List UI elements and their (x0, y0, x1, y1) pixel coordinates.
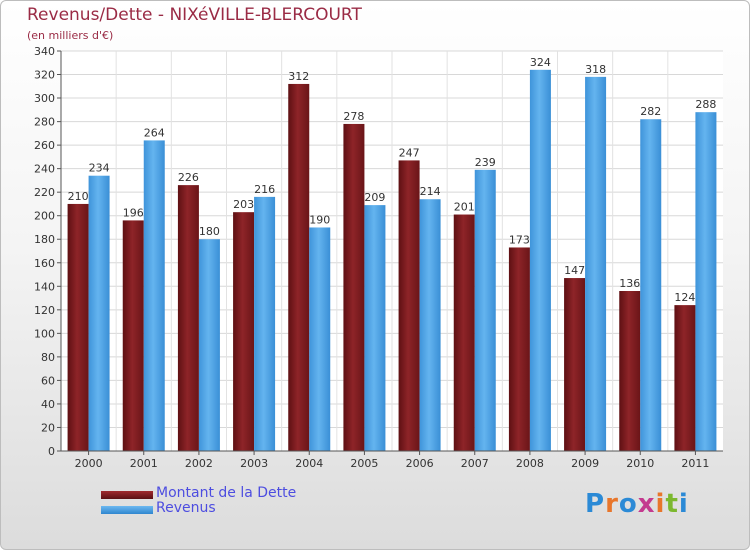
bar-debt-2011 (674, 305, 696, 451)
x-tick-label: 2008 (516, 457, 544, 470)
data-label-debt-2000: 210 (68, 190, 89, 203)
data-label-revenue-2006: 214 (420, 185, 441, 198)
y-tick-label: 40 (41, 398, 55, 411)
bar-revenue-2009 (585, 76, 607, 451)
x-tick-label: 2003 (240, 457, 268, 470)
logo-letter: x (637, 489, 656, 519)
data-label-revenue-2008: 324 (530, 56, 551, 69)
bar-revenue-2007 (474, 169, 496, 451)
logo-letter: i (655, 489, 666, 519)
y-tick-label: 160 (34, 257, 55, 270)
data-label-revenue-2001: 264 (144, 126, 165, 139)
data-label-debt-2008: 173 (509, 233, 530, 246)
y-tick-label: 240 (34, 163, 55, 176)
data-label-revenue-2009: 318 (585, 63, 606, 76)
bar-debt-2000 (67, 203, 89, 451)
y-tick-label: 100 (34, 327, 55, 340)
y-tick-label: 320 (34, 69, 55, 82)
data-label-debt-2004: 312 (288, 70, 309, 83)
bar-debt-2008 (508, 247, 530, 451)
bar-debt-2004 (288, 83, 310, 452)
bar-debt-2010 (619, 291, 641, 451)
y-tick-label: 200 (34, 210, 55, 223)
legend-label-debt: Montant de la Dette (156, 485, 297, 501)
bar-debt-2007 (453, 214, 475, 451)
chart-title: Revenus/Dette - NIXéVILLE-BLERCOURT (27, 5, 362, 25)
bar-revenue-2001 (143, 140, 165, 452)
data-label-debt-2010: 136 (619, 277, 640, 290)
y-tick-label: 260 (34, 139, 55, 152)
bar-revenue-2003 (254, 196, 276, 451)
data-label-debt-2006: 247 (399, 146, 420, 159)
y-tick-label: 0 (48, 445, 55, 458)
bar-debt-2009 (564, 278, 586, 451)
x-tick-label: 2004 (295, 457, 323, 470)
y-tick-label: 180 (34, 233, 55, 246)
logo-letter: o (618, 489, 638, 519)
data-label-debt-2002: 226 (178, 171, 199, 184)
x-tick-label: 2002 (185, 457, 213, 470)
x-tick-label: 2001 (130, 457, 158, 470)
bar-revenue-2004 (309, 227, 331, 451)
y-tick-label: 340 (34, 45, 55, 58)
data-label-revenue-2011: 288 (695, 98, 716, 111)
data-label-revenue-2007: 239 (475, 156, 496, 169)
y-tick-label: 220 (34, 186, 55, 199)
y-tick-label: 280 (34, 116, 55, 129)
bar-revenue-2005 (364, 205, 386, 451)
x-tick-label: 2010 (626, 457, 654, 470)
x-tick-label: 2000 (75, 457, 103, 470)
bar-revenue-2002 (198, 239, 220, 451)
bar-revenue-2006 (419, 199, 441, 451)
logo-letter: r (605, 489, 619, 519)
y-tick-label: 20 (41, 421, 55, 434)
data-label-revenue-2002: 180 (199, 225, 220, 238)
y-tick-label: 300 (34, 92, 55, 105)
legend-label-revenue: Revenus (156, 500, 216, 516)
y-tick-label: 60 (41, 374, 55, 387)
x-tick-label: 2009 (571, 457, 599, 470)
x-tick-label: 2011 (681, 457, 709, 470)
data-label-debt-2007: 201 (454, 201, 475, 214)
bar-debt-2005 (343, 123, 365, 452)
data-label-revenue-2000: 234 (89, 162, 110, 175)
bar-debt-2003 (233, 212, 255, 451)
y-tick-label: 140 (34, 280, 55, 293)
bar-debt-2002 (177, 185, 199, 451)
bar-revenue-2000 (88, 175, 110, 452)
bar-revenue-2008 (529, 69, 551, 451)
data-label-revenue-2003: 216 (254, 183, 275, 196)
y-tick-label: 80 (41, 351, 55, 364)
logo-letter: t (665, 489, 679, 519)
legend-swatch-debt (101, 491, 153, 499)
bar-debt-2006 (398, 160, 420, 452)
x-tick-label: 2007 (461, 457, 489, 470)
chart-subtitle: (en milliers d'€) (27, 29, 114, 42)
data-label-debt-2005: 278 (343, 110, 364, 123)
data-label-revenue-2005: 209 (364, 191, 385, 204)
x-tick-label: 2005 (350, 457, 378, 470)
y-tick-label: 120 (34, 304, 55, 317)
logo-letter: i (678, 489, 689, 519)
bar-debt-2001 (122, 220, 144, 451)
bar-revenue-2010 (640, 119, 662, 451)
bar-revenue-2011 (695, 112, 717, 452)
data-label-revenue-2004: 190 (309, 213, 330, 226)
data-label-debt-2001: 196 (123, 206, 144, 219)
logo-letter: P (585, 489, 606, 519)
legend-swatch-revenue (101, 506, 153, 514)
data-label-debt-2003: 203 (233, 198, 254, 211)
x-tick-label: 2006 (406, 457, 434, 470)
proxiti-logo: Proxiti (585, 489, 689, 519)
data-label-debt-2009: 147 (564, 264, 585, 277)
data-label-debt-2011: 124 (674, 291, 695, 304)
data-label-revenue-2010: 282 (640, 105, 661, 118)
